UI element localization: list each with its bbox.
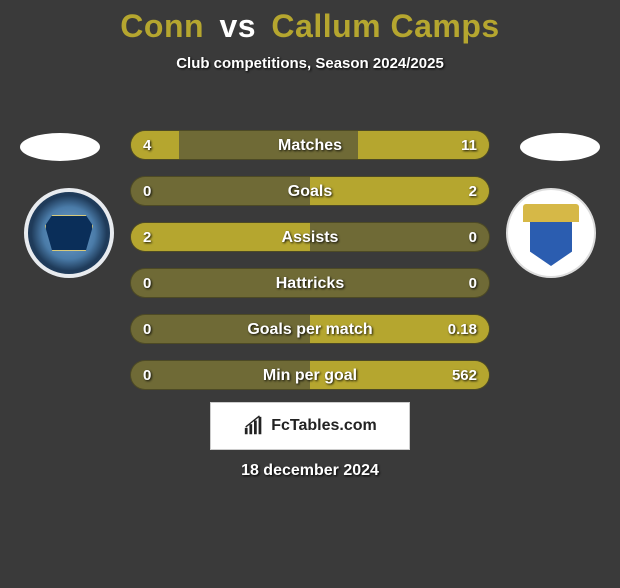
stat-row: 411Matches <box>130 130 490 160</box>
vs-text: vs <box>219 8 256 44</box>
flag-left <box>20 133 100 161</box>
chart-icon <box>243 415 265 437</box>
branding-text: FcTables.com <box>271 417 377 435</box>
stat-label: Hattricks <box>131 269 489 298</box>
stat-label: Goals per match <box>131 315 489 344</box>
club-crest-left <box>24 188 114 278</box>
date-text: 18 december 2024 <box>0 462 620 480</box>
stat-label: Min per goal <box>131 361 489 390</box>
stat-row: 02Goals <box>130 176 490 206</box>
subtitle: Club competitions, Season 2024/2025 <box>0 55 620 72</box>
stat-label: Matches <box>131 131 489 160</box>
stat-row: 00.18Goals per match <box>130 314 490 344</box>
player1-name: Conn <box>120 8 204 44</box>
stat-row: 20Assists <box>130 222 490 252</box>
stat-row: 0562Min per goal <box>130 360 490 390</box>
flag-right <box>520 133 600 161</box>
stat-row: 00Hattricks <box>130 268 490 298</box>
stat-label: Goals <box>131 177 489 206</box>
branding-badge: FcTables.com <box>210 402 410 450</box>
stat-label: Assists <box>131 223 489 252</box>
player2-name: Callum Camps <box>271 8 499 44</box>
comparison-title: Conn vs Callum Camps <box>0 8 620 45</box>
stats-bars: 411Matches 02Goals 20Assists 00Hattricks 00.… <box>130 130 490 406</box>
club-crest-right <box>506 188 596 278</box>
